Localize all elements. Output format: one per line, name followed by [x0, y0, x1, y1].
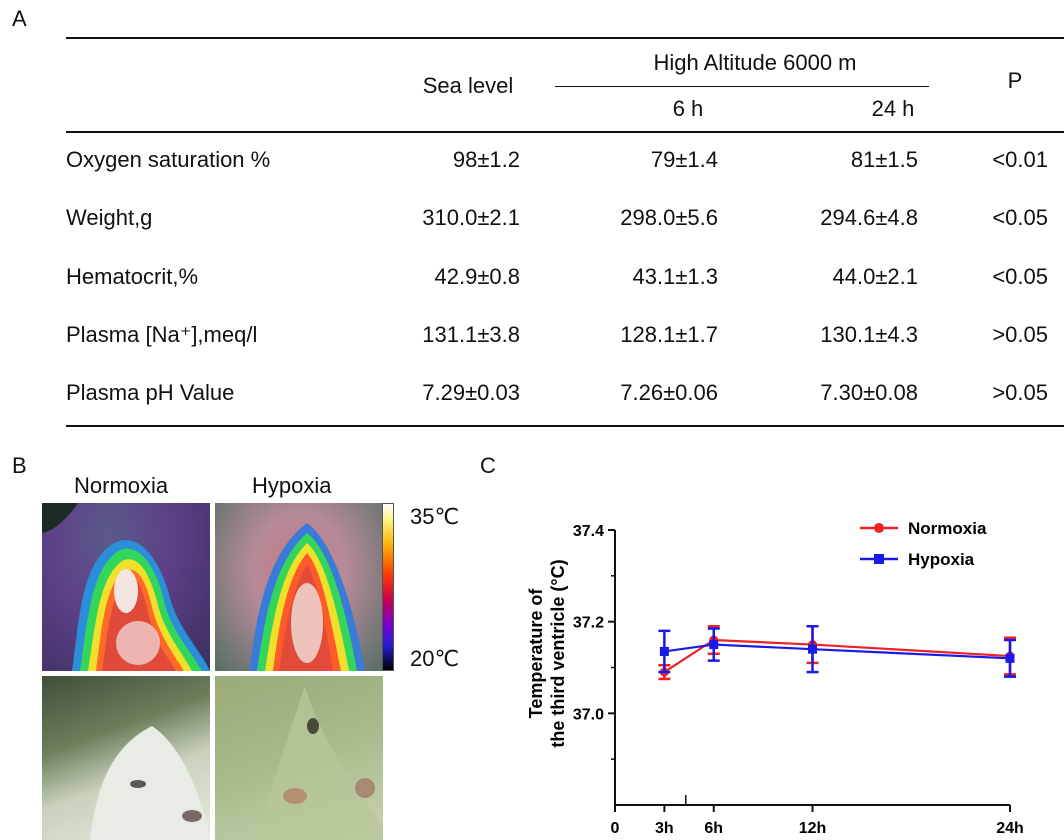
hypoxia-image-label: Hypoxia	[252, 473, 332, 498]
photo-normoxia	[42, 676, 210, 840]
y-axis-title-line: the third ventricle (°C)	[548, 559, 568, 747]
x-tick-label: 0	[611, 820, 620, 837]
chart-legend: Normoxia Hypoxia	[860, 519, 987, 569]
chart-ticks: 37.0 37.2 37.4 0 3h 6h 12h 24h	[573, 523, 1024, 837]
cell-6h: 43.1±1.3	[632, 264, 718, 289]
data-point-hypoxia	[659, 646, 669, 656]
table-bottom-rule	[66, 425, 1064, 427]
y-tick-label: 37.2	[573, 615, 604, 632]
series-line-normoxia	[663, 638, 1011, 674]
cell-6h: 7.26±0.06	[620, 380, 718, 405]
data-point-hypoxia	[808, 644, 817, 654]
row-label: Hematocrit,%	[66, 264, 199, 289]
cell-24h: 7.30±0.08	[820, 380, 918, 405]
cell-sea: 98±1.2	[452, 147, 520, 172]
header-sea-level: Sea level	[422, 73, 514, 98]
cell-sea: 42.9±0.8	[434, 264, 520, 289]
thermal-image-normoxia	[42, 503, 210, 671]
y-tick-label: 37.0	[573, 706, 604, 723]
temperature-colorbar	[382, 503, 394, 671]
cell-p: <0.01	[992, 147, 1048, 172]
cell-6h: 128.1±1.7	[620, 322, 718, 347]
photo-normoxia-drawing	[90, 726, 210, 840]
panel-label-c: C	[480, 453, 496, 478]
y-tick-label: 37.4	[573, 523, 604, 540]
y-axis-title: Temperature of the third ventricle (°C)	[526, 559, 568, 747]
table-top-rule	[66, 37, 1064, 39]
normoxia-image-label: Normoxia	[74, 473, 169, 498]
scale-min-label: 20℃	[410, 646, 460, 671]
chart-series	[658, 625, 1016, 681]
cell-p: >0.05	[992, 322, 1048, 347]
cell-sea: 131.1±3.8	[422, 322, 520, 347]
cell-p: >0.05	[992, 380, 1048, 405]
header-p: P	[1007, 68, 1023, 93]
row-label: Plasma [Na⁺],meq/l	[66, 322, 258, 347]
legend-marker	[874, 554, 884, 564]
cell-24h: 130.1±4.3	[820, 322, 918, 347]
row-label: Plasma pH Value	[66, 380, 235, 405]
cell-24h: 81±1.5	[850, 147, 918, 172]
x-tick-label: 24h	[996, 820, 1024, 837]
legend-label-normoxia: Normoxia	[908, 519, 987, 538]
cell-24h: 294.6±4.8	[820, 205, 918, 230]
header-24h: 24 h	[871, 96, 915, 121]
thermal-hypoxia-drawing	[249, 523, 365, 671]
data-point-hypoxia	[709, 640, 719, 650]
panel-label-a: A	[12, 6, 27, 31]
row-label: Weight,g	[66, 205, 153, 230]
x-tick-label: 3h	[655, 820, 674, 837]
header-6h: 6 h	[672, 96, 704, 121]
photo-hypoxia-drawing	[255, 686, 383, 840]
x-tick-label: 12h	[799, 820, 827, 837]
panel-label-b: B	[12, 453, 27, 478]
data-point-hypoxia	[1005, 653, 1015, 663]
cell-sea: 7.29±0.03	[422, 380, 520, 405]
x-tick-label: 6h	[704, 820, 723, 837]
legend-label-hypoxia: Hypoxia	[908, 550, 975, 569]
cell-p: <0.05	[992, 205, 1048, 230]
cell-p: <0.05	[992, 264, 1048, 289]
cell-6h: 298.0±5.6	[620, 205, 718, 230]
row-label: Oxygen saturation %	[66, 147, 271, 172]
scale-max-label: 35℃	[410, 504, 460, 529]
cell-24h: 44.0±2.1	[832, 264, 918, 289]
series-line-hypoxia	[664, 643, 1011, 660]
cell-sea: 310.0±2.1	[422, 205, 520, 230]
header-rule	[66, 131, 1064, 133]
thermal-image-hypoxia	[215, 503, 383, 671]
cell-6h: 79±1.4	[650, 147, 718, 172]
altitude-underline	[555, 86, 929, 87]
photo-hypoxia	[215, 676, 383, 840]
header-high-altitude: High Altitude 6000 m	[653, 50, 857, 75]
y-axis-title-line: Temperature of	[526, 588, 546, 719]
legend-marker	[874, 523, 884, 533]
temperature-chart: 37.037.237.40 3h 6h 12h 24h NormoxiaHypoxia …	[526, 519, 1024, 837]
thermal-normoxia-drawing	[42, 503, 210, 671]
